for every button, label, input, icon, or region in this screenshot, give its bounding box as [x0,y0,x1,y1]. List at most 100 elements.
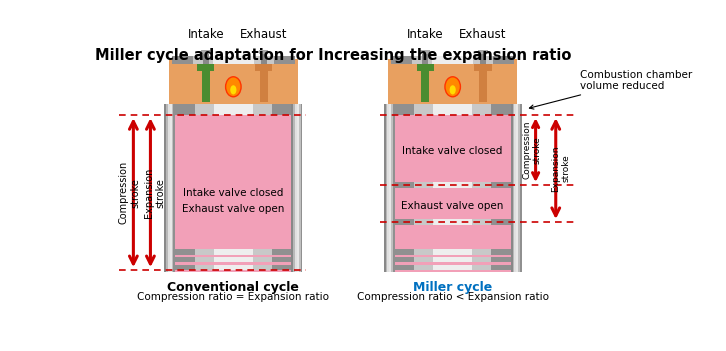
Bar [453,219,472,225]
Ellipse shape [449,85,456,94]
Bar [453,182,472,188]
Ellipse shape [230,85,237,94]
Bar [272,104,291,115]
Bar [214,104,233,115]
Bar [453,257,472,262]
Bar [295,104,297,272]
Bar [233,56,254,64]
Text: Expansion
stroke: Expansion stroke [144,167,166,218]
Bar [414,104,433,115]
Bar [175,104,195,115]
Bar [391,56,412,64]
Text: Compression ratio < Expansion ratio: Compression ratio < Expansion ratio [356,292,549,302]
Bar [259,50,269,54]
Bar [414,219,433,225]
Bar [492,249,511,254]
Bar [384,104,386,272]
Bar [195,104,214,115]
Bar [492,257,511,262]
Text: Exhaust valve open: Exhaust valve open [401,201,504,211]
Bar [197,64,214,71]
Bar [175,104,291,272]
Bar [255,64,272,71]
Bar [433,182,453,188]
Bar [518,104,520,272]
Bar [433,219,453,225]
Text: Compression
stroke: Compression stroke [118,161,140,224]
Bar [453,265,472,270]
Bar [394,265,414,270]
Bar [433,249,453,254]
Bar [387,104,389,272]
Text: Intake valve closed: Intake valve closed [183,188,284,198]
Bar [253,104,272,115]
Bar [201,50,211,54]
Bar [515,104,516,272]
Bar [195,249,214,254]
Bar [195,265,214,270]
Bar [421,70,429,102]
Text: Compression ratio = Expansion ratio: Compression ratio = Expansion ratio [137,292,330,302]
Bar [233,104,253,115]
Bar [233,265,253,270]
Bar [453,104,472,115]
Bar [472,219,492,225]
Bar [388,59,517,104]
Bar [414,257,433,262]
Bar [492,182,511,188]
Bar [432,56,453,64]
Bar [492,265,511,270]
Bar [433,257,453,262]
Text: Conventional cycle: Conventional cycle [168,281,299,294]
Ellipse shape [226,77,241,97]
Text: Miller cycle: Miller cycle [413,281,492,294]
Bar [175,249,195,254]
Bar [417,64,433,71]
Bar [475,64,492,71]
Bar [391,104,393,272]
Text: Intake valve closed: Intake valve closed [402,146,503,157]
Text: Intake: Intake [187,28,224,41]
Ellipse shape [445,77,460,97]
Bar [414,249,433,254]
Bar [202,70,210,102]
Bar [203,53,209,64]
Bar [274,56,295,64]
Bar [253,257,272,262]
Bar [164,104,166,272]
Bar [298,104,301,272]
Bar [394,182,414,188]
Bar [168,104,170,272]
Bar [293,104,295,272]
Text: Exhaust: Exhaust [460,28,507,41]
Bar [473,56,494,64]
Bar [166,104,168,272]
Bar [272,265,291,270]
Bar [492,104,511,115]
Bar [214,257,233,262]
Bar [297,104,298,272]
Bar [195,257,214,262]
Bar [422,53,428,64]
Bar [233,249,253,254]
Bar [394,104,511,272]
Text: Combustion chamber
volume reduced: Combustion chamber volume reduced [529,70,692,109]
Text: Expansion
stroke: Expansion stroke [551,145,570,192]
Bar [291,104,293,272]
Bar [169,59,298,104]
Bar [272,257,291,262]
Bar [478,50,488,54]
Text: Exhaust: Exhaust [240,28,287,41]
Bar [170,104,171,272]
Bar [394,257,414,262]
Bar [433,265,453,270]
Bar [394,104,414,115]
Bar [492,219,511,225]
Bar [393,104,394,272]
Text: Miller cycle adaptation for Increasing the expansion ratio: Miller cycle adaptation for Increasing t… [95,47,572,62]
Bar [472,104,492,115]
Text: Compression
stroke: Compression stroke [522,121,542,179]
Text: Exhaust valve open: Exhaust valve open [182,204,285,214]
Bar [272,249,291,254]
Bar [472,249,492,254]
